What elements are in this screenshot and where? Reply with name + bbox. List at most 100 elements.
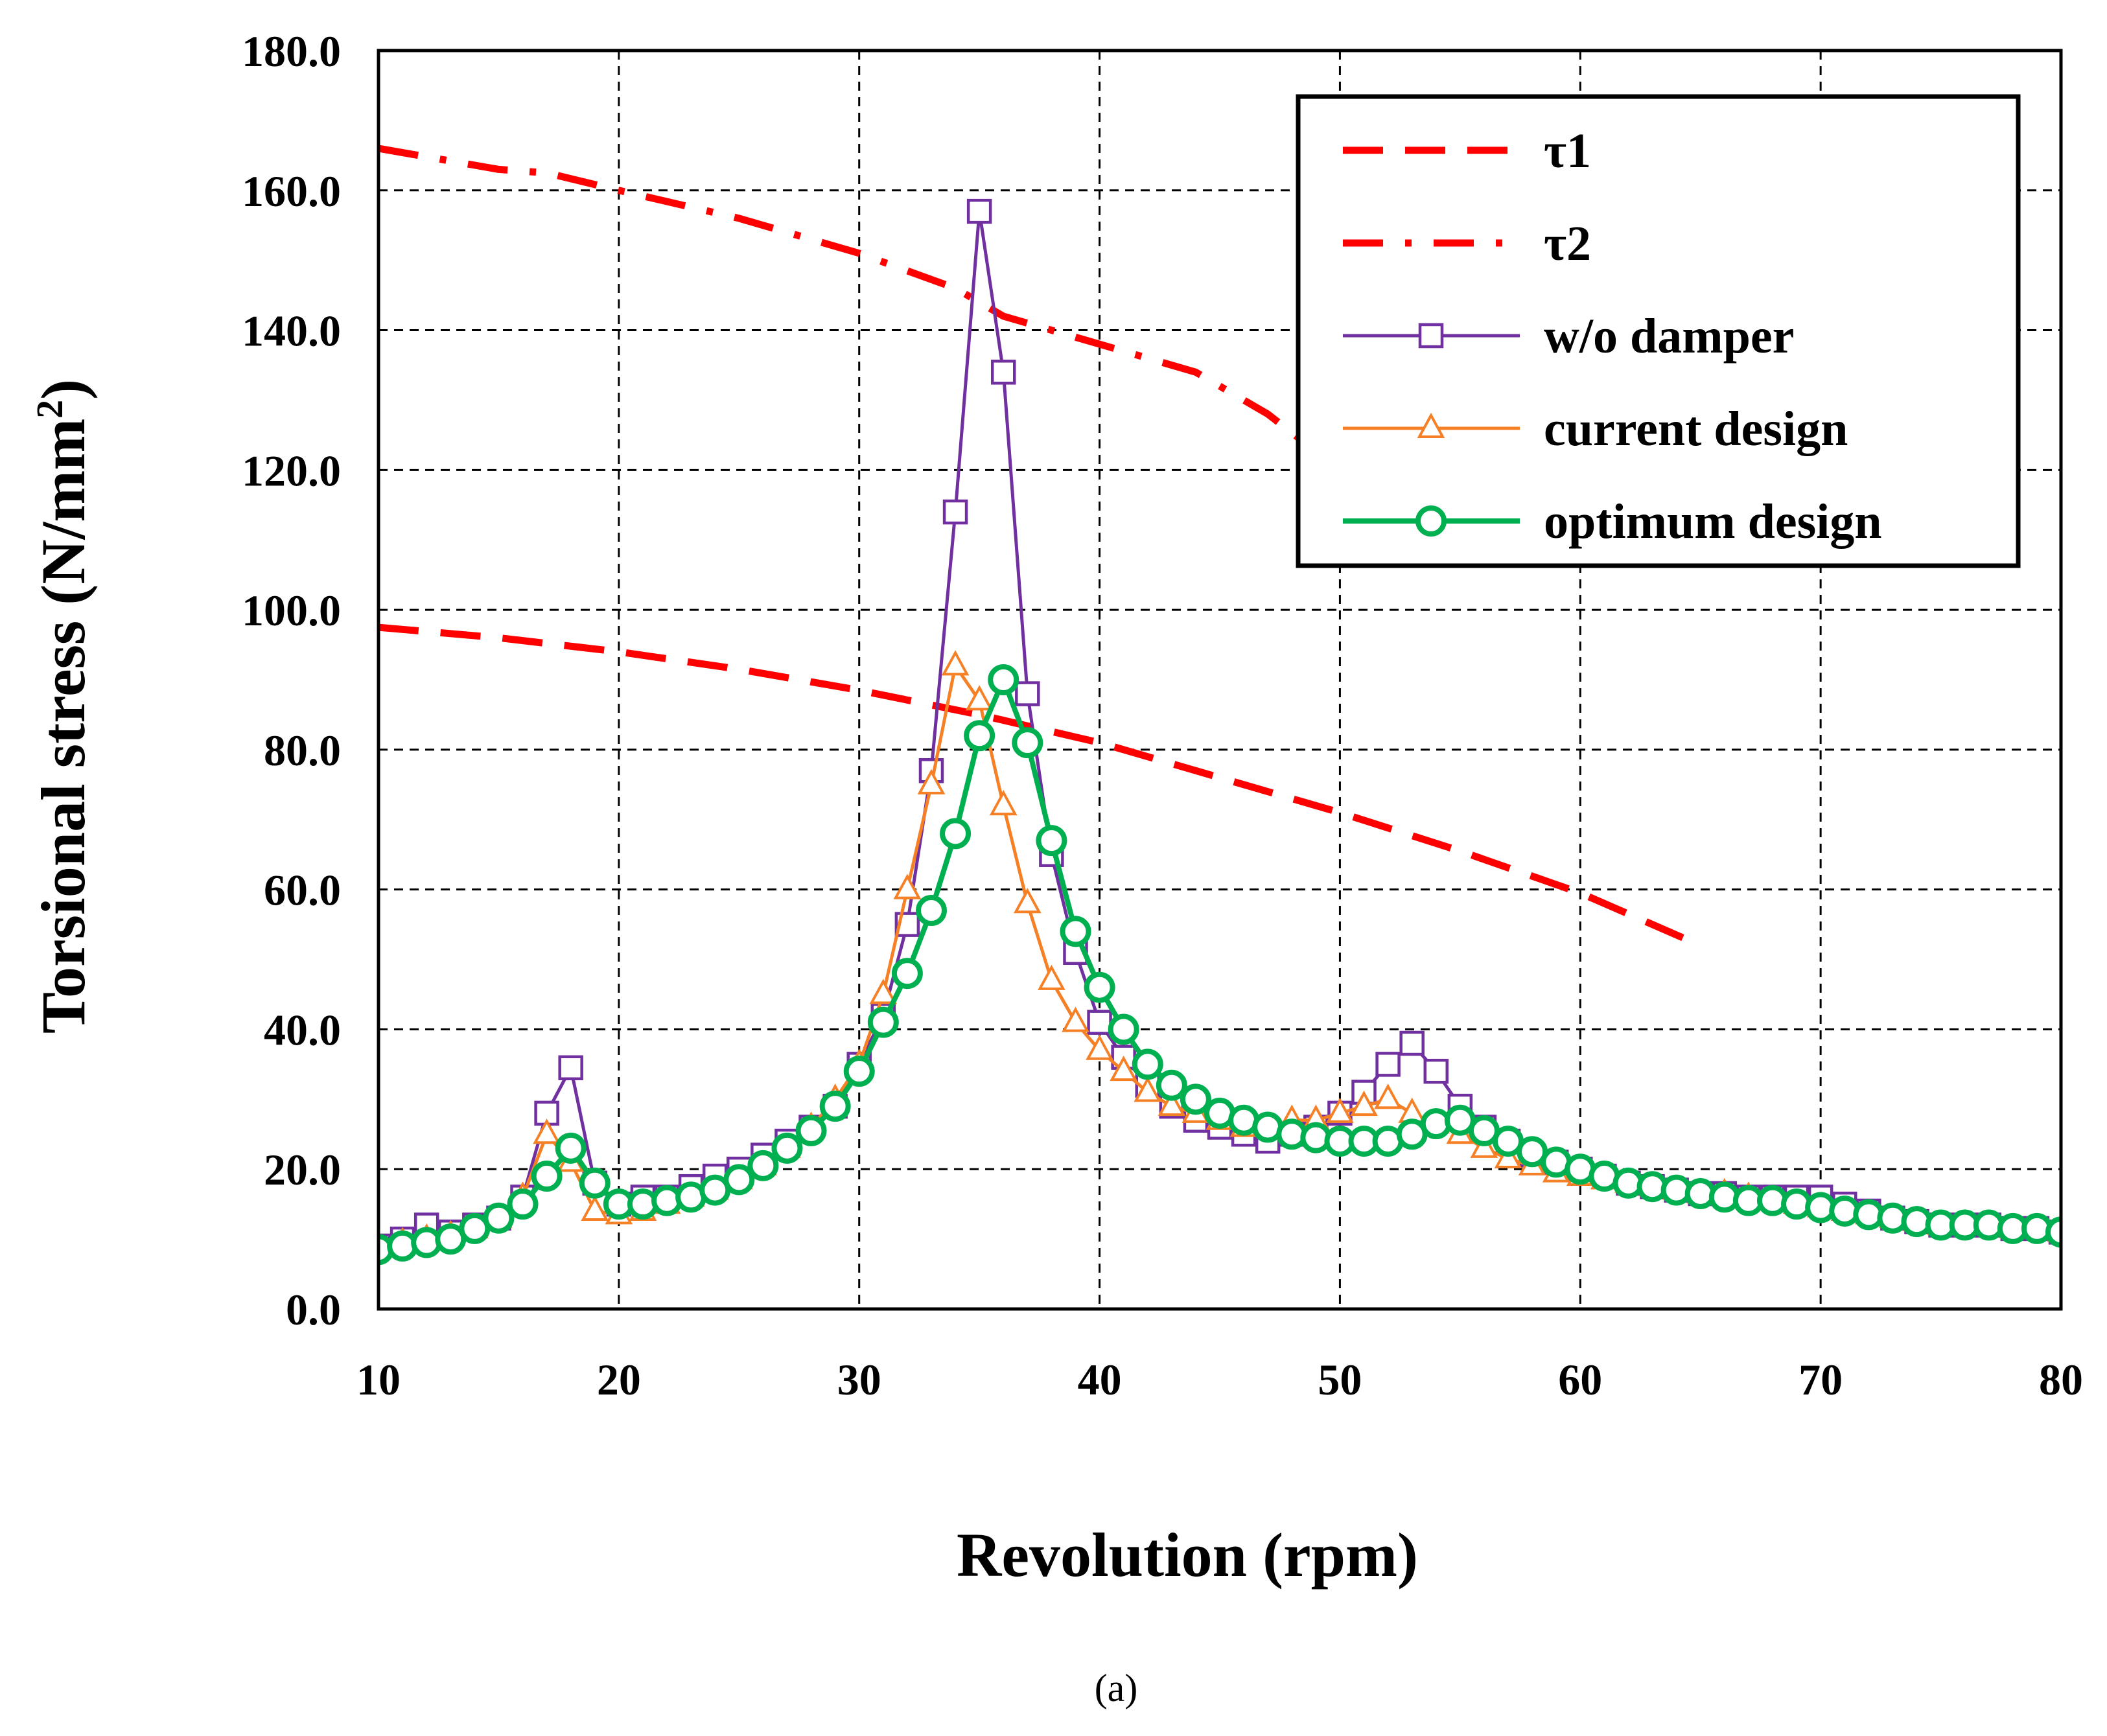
data-point-w-o-damper [1423, 1058, 1449, 1084]
data-point-optimum-design [555, 1132, 587, 1164]
data-point-optimum-design [531, 1161, 563, 1192]
data-point-optimum-design [483, 1202, 515, 1234]
data-point-optimum-design [1132, 1048, 1163, 1080]
data-point-w-o-damper [1087, 1010, 1112, 1035]
x-tick-label-80: 80 [2039, 1355, 2083, 1404]
data-point-current-design [1134, 1076, 1162, 1102]
series-optimum-design [378, 664, 2061, 1266]
plot-frame [377, 49, 2063, 1311]
data-point-optimum-design [867, 1006, 899, 1038]
data-point-optimum-design [1180, 1083, 1211, 1115]
data-point-w-o-damper [1375, 1052, 1401, 1077]
y-tick-label-120: 120.0 [242, 446, 341, 495]
x-tick-label-60: 60 [1558, 1355, 1602, 1404]
legend-box [1296, 94, 2021, 568]
data-point-current-design [1038, 964, 1065, 990]
y-axis-title-close: ) [29, 379, 98, 400]
data-point-w-o-damper [942, 499, 968, 525]
x-tick-label-40: 40 [1078, 1355, 1122, 1404]
legend-item-τ2: τ2 [1343, 216, 1591, 271]
x-tick-labels: 10 20 30 40 50 60 70 80 [356, 1355, 2083, 1404]
data-point-w-o-damper [990, 360, 1016, 385]
data-point-optimum-design [940, 818, 972, 850]
x-tick-label-10: 10 [356, 1355, 401, 1404]
y-tick-labels: 0.0 20.0 40.0 60.0 80.0 100.0 120.0 140.0 160.0 1… [242, 27, 341, 1334]
y-tick-label-60: 60.0 [264, 866, 341, 915]
data-point-w-o-damper [558, 1055, 583, 1081]
x-tick-label-50: 50 [1318, 1355, 1362, 1404]
data-point-optimum-design [819, 1091, 851, 1122]
legend-label: current design [1544, 402, 1848, 456]
data-point-current-design [1326, 1097, 1354, 1123]
data-point-current-design [917, 769, 946, 794]
data-point-optimum-design [891, 958, 923, 990]
data-point-optimum-design [843, 1056, 875, 1087]
data-point-optimum-design [988, 664, 1019, 695]
legend-marker [1418, 323, 1444, 349]
legend-item-optimum-design: optimum design [1343, 494, 1882, 549]
data-point-optimum-design [964, 720, 995, 752]
y-tick-label-160: 160.0 [242, 167, 341, 216]
legend-item-w-o-damper: w/o damper [1343, 309, 1794, 364]
y-tick-label-100: 100.0 [242, 586, 341, 635]
data-point-optimum-design [2045, 1216, 2061, 1248]
legend-item-τ1: τ1 [1343, 124, 1591, 178]
data-point-w-o-damper [1015, 681, 1040, 706]
y-tick-label-80: 80.0 [264, 726, 341, 775]
data-point-current-design [869, 978, 898, 1004]
data-point-optimum-design [1108, 1013, 1139, 1045]
data-point-current-design [1062, 1006, 1089, 1032]
data-point-optimum-design [1060, 916, 1091, 947]
data-point-optimum-design [1084, 971, 1115, 1003]
legend-marker [1415, 505, 1447, 537]
legend-item-current-design: current design [1343, 402, 1848, 456]
series-τ1 [378, 623, 1702, 949]
data-point-w-o-damper [1399, 1030, 1425, 1056]
y-tick-label-40: 40.0 [264, 1005, 341, 1054]
x-axis-title: Revolution (rpm) [957, 1520, 1418, 1590]
data-point-optimum-design [1156, 1069, 1187, 1101]
series-group [378, 145, 2061, 1266]
x-tick-label-30: 30 [837, 1355, 881, 1404]
data-point-optimum-design [915, 895, 947, 927]
x-tick-label-70: 70 [1799, 1355, 1843, 1404]
data-point-optimum-design [723, 1164, 755, 1196]
data-point-current-design [941, 650, 970, 676]
data-point-current-design [1013, 888, 1042, 914]
data-point-optimum-design [771, 1132, 803, 1164]
data-point-optimum-design [747, 1150, 779, 1181]
figure-caption: (a) [1095, 1667, 1138, 1709]
y-axis-title-main: Torsional stress (N/mm [29, 419, 98, 1034]
y-axis-title-superscript: 2 [29, 400, 71, 419]
legend-label: w/o damper [1544, 309, 1794, 364]
grid [378, 51, 2061, 1309]
data-point-current-design [1350, 1090, 1378, 1117]
data-point-current-design [1374, 1083, 1402, 1109]
data-point-current-design [533, 1118, 561, 1144]
y-tick-label-0: 0.0 [286, 1285, 341, 1334]
y-tick-label-140: 140.0 [242, 307, 341, 356]
data-point-current-design [1086, 1034, 1113, 1060]
data-point-optimum-design [579, 1167, 611, 1199]
data-point-current-design [965, 685, 994, 711]
data-point-current-design [989, 790, 1018, 816]
legend-label: τ2 [1544, 216, 1591, 271]
data-point-optimum-design [507, 1188, 539, 1220]
data-point-current-design [581, 1195, 609, 1221]
series-line-τ1 [378, 623, 1702, 949]
data-point-current-design [1158, 1090, 1186, 1117]
data-point-w-o-damper [966, 198, 992, 224]
data-point-current-design [1110, 1056, 1138, 1082]
data-point-optimum-design [795, 1115, 827, 1146]
legend-label: τ1 [1544, 124, 1591, 178]
y-axis-title: Torsional stress (N/mm2) [29, 379, 98, 1034]
legend-marker [1417, 412, 1445, 438]
data-point-optimum-design [1012, 727, 1043, 759]
legend: τ1 τ2 w/o damper current design optimum desi… [1296, 94, 2021, 568]
data-point-optimum-design [1036, 825, 1067, 857]
y-tick-label-180: 180.0 [242, 27, 341, 76]
x-tick-label-20: 20 [597, 1355, 641, 1404]
y-tick-label-20: 20.0 [264, 1145, 341, 1194]
legend-label: optimum design [1544, 494, 1882, 549]
